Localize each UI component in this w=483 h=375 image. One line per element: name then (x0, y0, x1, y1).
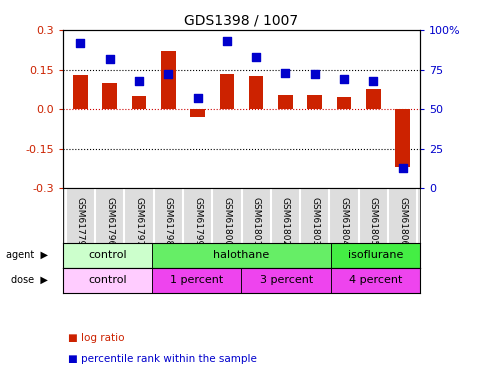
Text: GSM61779: GSM61779 (76, 196, 85, 246)
Bar (337, 98, 351, 109)
Point (399, 165, 407, 171)
Text: GSM61802: GSM61802 (281, 196, 290, 246)
Text: GSM61805: GSM61805 (369, 196, 378, 246)
Title: GDS1398 / 1007: GDS1398 / 1007 (185, 13, 298, 27)
FancyBboxPatch shape (242, 268, 331, 292)
Point (135, 78, 143, 84)
Bar (73, 75, 88, 109)
FancyBboxPatch shape (63, 243, 152, 268)
Bar (102, 83, 117, 109)
Text: dose  ▶: dose ▶ (11, 275, 48, 285)
Text: GSM61801: GSM61801 (252, 196, 261, 246)
Point (76, 40, 84, 46)
FancyBboxPatch shape (331, 268, 420, 292)
Bar (307, 94, 322, 109)
Text: control: control (88, 275, 127, 285)
Bar (220, 74, 234, 109)
Point (311, 71, 319, 77)
FancyBboxPatch shape (152, 268, 242, 292)
Point (223, 38, 231, 44)
Text: GSM61797: GSM61797 (134, 196, 143, 246)
FancyBboxPatch shape (63, 268, 152, 292)
Point (369, 78, 377, 84)
Point (164, 71, 172, 77)
Text: GSM61796: GSM61796 (105, 196, 114, 246)
Point (340, 76, 348, 82)
Text: halothane: halothane (213, 250, 270, 260)
FancyBboxPatch shape (331, 243, 420, 268)
Text: agent  ▶: agent ▶ (6, 250, 48, 260)
Text: 1 percent: 1 percent (170, 275, 224, 285)
Point (252, 54, 260, 60)
Text: ■ percentile rank within the sample: ■ percentile rank within the sample (68, 354, 256, 364)
Point (194, 95, 201, 101)
Point (282, 70, 289, 76)
Text: GSM61803: GSM61803 (310, 196, 319, 246)
Text: 3 percent: 3 percent (259, 275, 313, 285)
Bar (161, 51, 176, 109)
Text: GSM61804: GSM61804 (340, 196, 349, 246)
Bar (132, 96, 146, 109)
Text: isoflurane: isoflurane (348, 250, 403, 260)
Bar (366, 89, 381, 109)
Text: GSM61799: GSM61799 (193, 196, 202, 246)
Text: ■ log ratio: ■ log ratio (68, 333, 124, 343)
FancyBboxPatch shape (152, 243, 331, 268)
Text: GSM61798: GSM61798 (164, 196, 173, 246)
Text: 4 percent: 4 percent (349, 275, 402, 285)
Text: GSM61806: GSM61806 (398, 196, 407, 246)
Bar (190, 109, 205, 117)
Text: control: control (88, 250, 127, 260)
Text: GSM61800: GSM61800 (222, 196, 231, 246)
Bar (278, 94, 293, 109)
Bar (249, 76, 263, 109)
Bar (395, 109, 410, 167)
Point (106, 56, 114, 62)
